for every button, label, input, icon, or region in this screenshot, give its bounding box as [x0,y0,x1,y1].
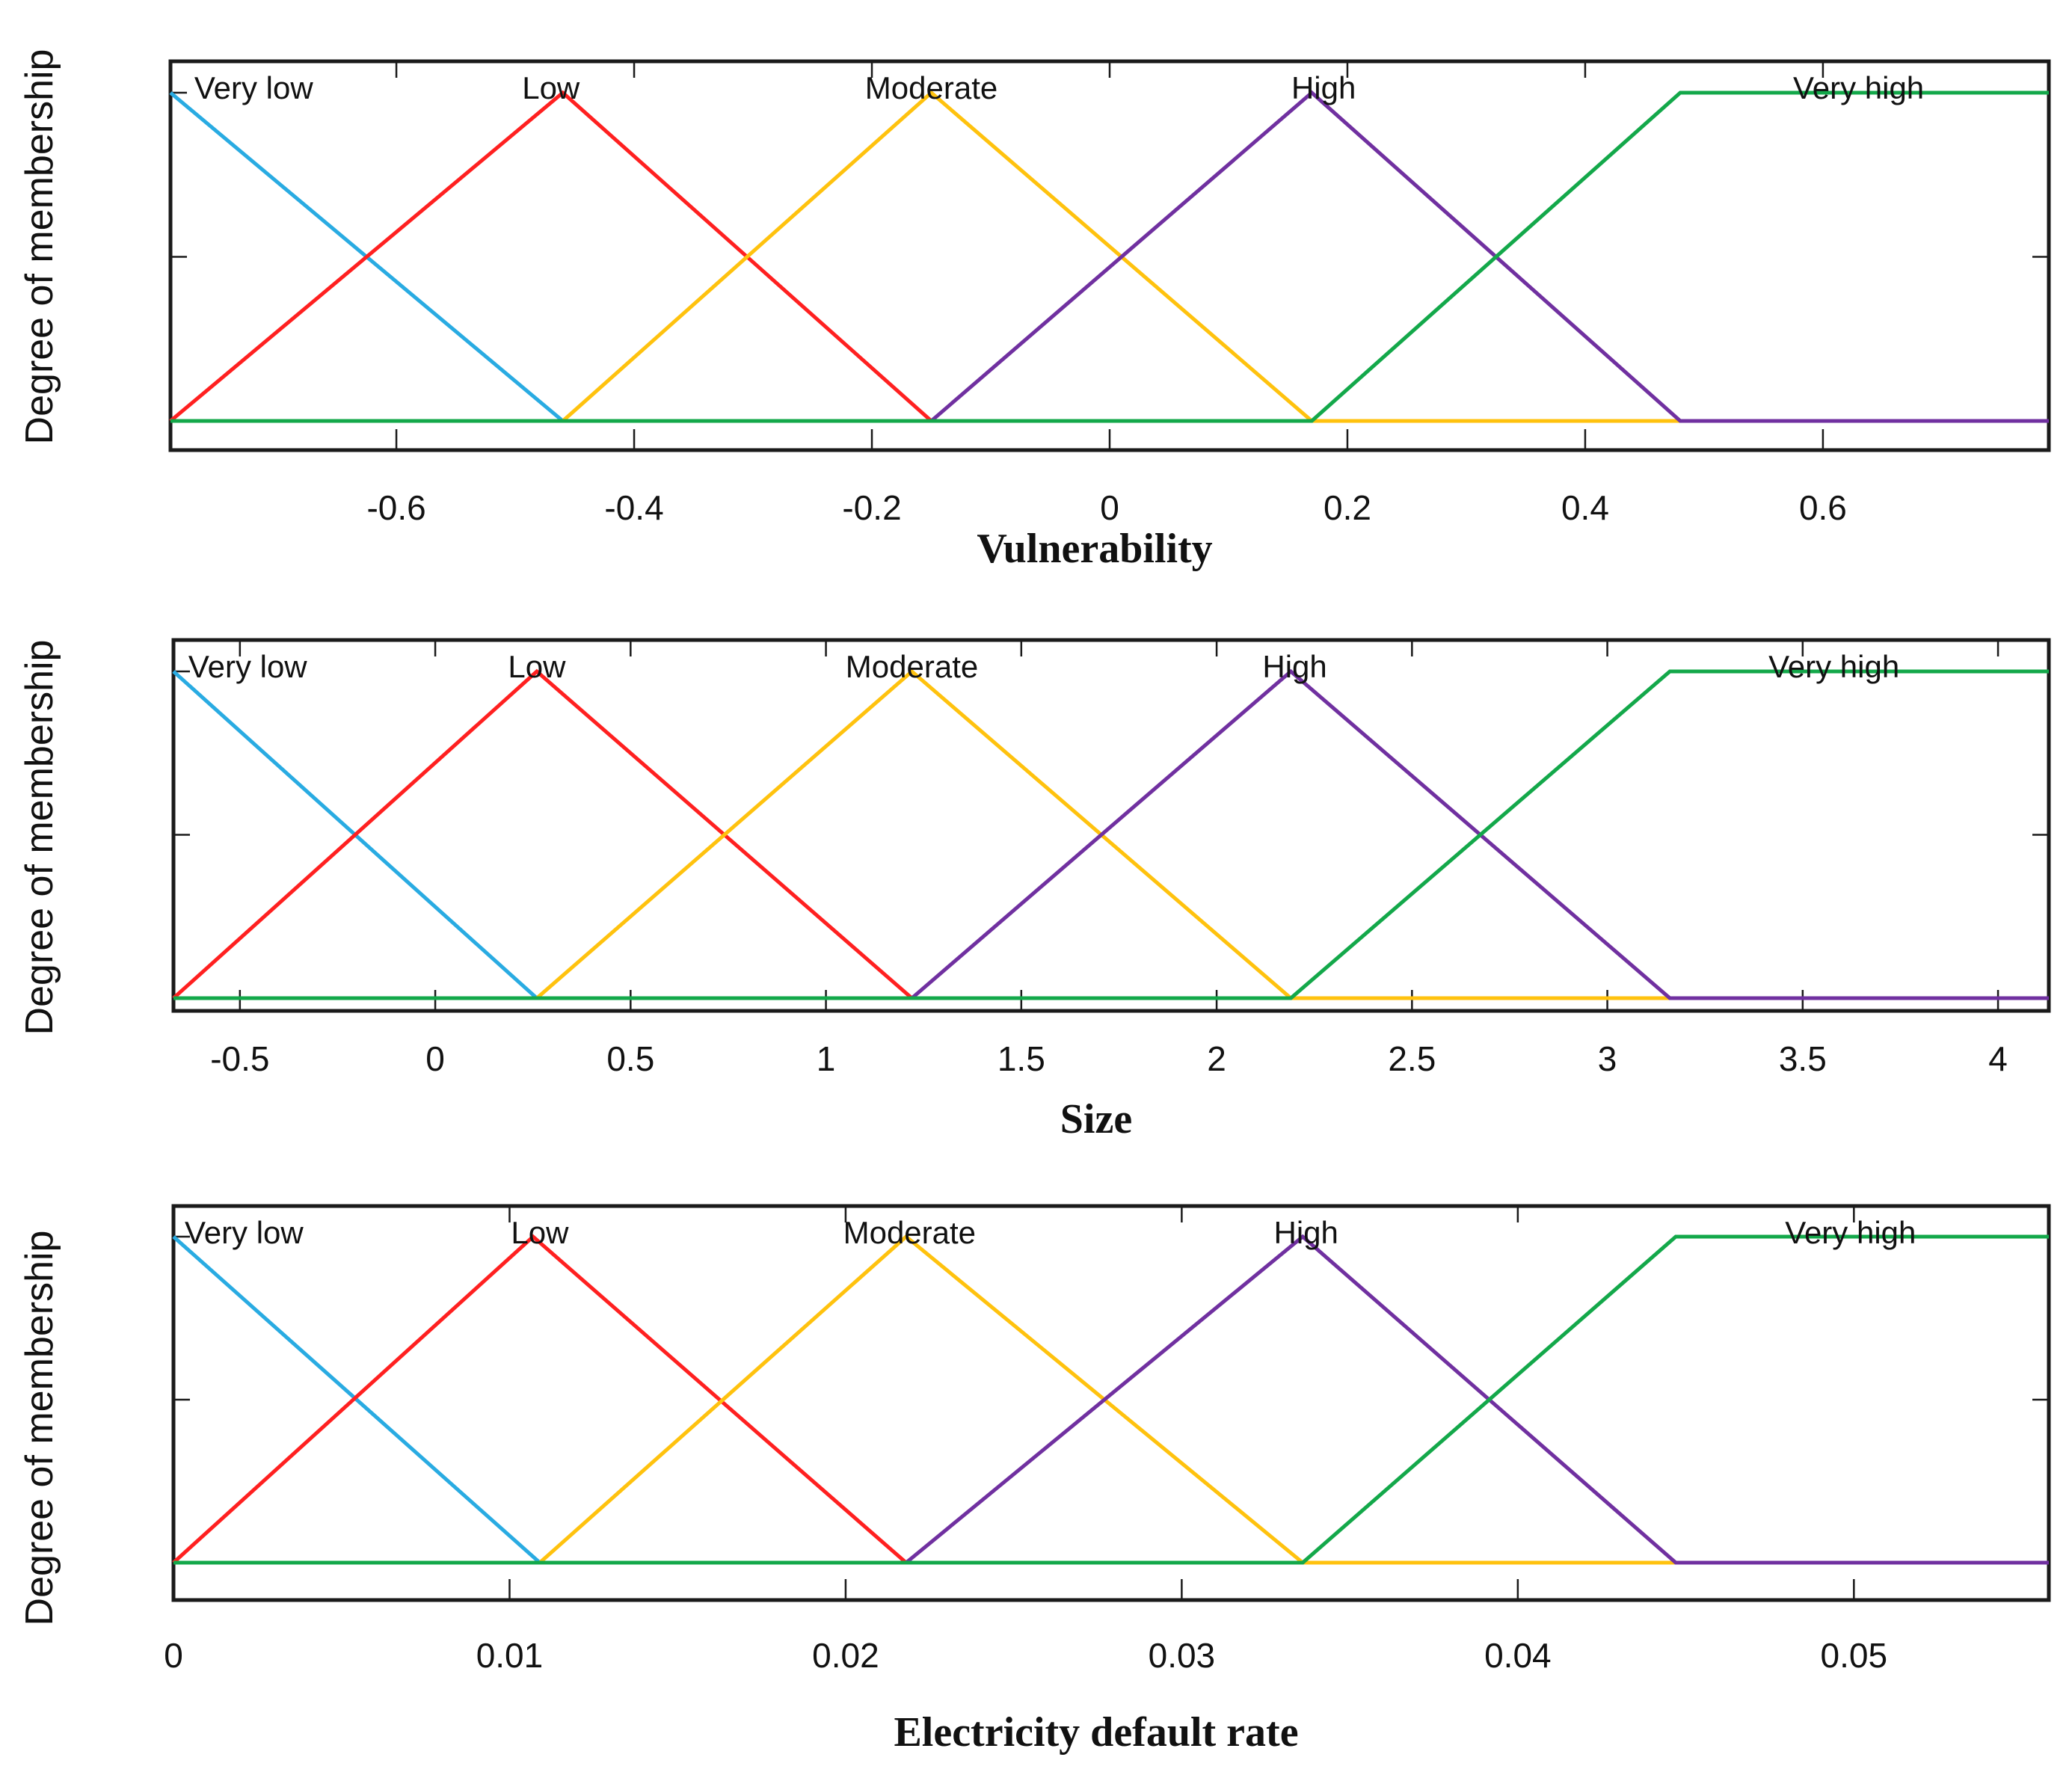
x-tick-label: -0.6 [366,488,425,527]
x-axis-label: Size [1060,1096,1132,1142]
x-tick-label: 1.5 [997,1039,1045,1078]
x-tick-label: -0.4 [604,488,663,527]
term-label-very-high: Very high [1793,70,1924,105]
plot-frame [168,59,2051,452]
plot-frame [171,638,2051,1013]
x-tick-label: 4 [1988,1039,2008,1078]
x-tick-label: 2 [1207,1039,1226,1078]
term-label-very-high: Very high [1768,649,1899,684]
size-panel: -0.5 0 0.5 1 1.5 2 2.5 3 3.5 4 Very low Low Moderate… [18,638,2051,1142]
mf-line-very-low [169,91,2049,423]
x-tick-label: 0 [425,1039,445,1078]
x-axis-label: Vulnerability [977,526,1212,572]
term-label-moderate: Moderate [843,1215,976,1250]
term-label-low: Low [508,649,566,684]
x-tick-label: 1 [817,1039,836,1078]
term-label-very-low: Very low [188,649,307,684]
y-axis-label: Degree of membership [18,1231,61,1626]
term-label-high: High [1262,649,1326,684]
mf-line-moderate [173,1234,2049,1565]
electricity-default-rate-panel: 0 0.01 0.02 0.03 0.04 0.05 Very low Low Moderate… [18,1204,2051,1756]
mf-line-very-high [173,669,2049,1000]
x-tick-label: 0.04 [1484,1636,1552,1675]
mf-line-very-low [172,670,2049,1000]
x-tick-label: -0.5 [210,1039,269,1078]
x-tick-label: 0.4 [1561,488,1609,527]
mf-line-very-high [170,90,2049,423]
x-tick-label: 3 [1598,1039,1617,1078]
x-tick-label: 0.2 [1324,488,1371,527]
y-axis-label: Degree of membership [18,49,61,445]
x-tick-label: -0.2 [842,488,901,527]
mf-line-low [169,90,2049,423]
x-tick-label: 3.5 [1779,1039,1827,1078]
term-label-very-low: Very low [185,1215,304,1250]
term-label-high: High [1291,70,1356,105]
x-tick-label: 0 [1100,488,1119,527]
x-tick-label: 0.6 [1799,488,1847,527]
term-label-high: High [1273,1215,1338,1250]
term-label-very-low: Very low [194,70,313,105]
mf-line-low [172,1234,2049,1565]
mf-line-high [170,90,2049,423]
x-axis-label: Electricity default rate [894,1709,1298,1756]
mf-line-high [173,1234,2049,1565]
x-tick-label: 0.05 [1821,1636,1888,1675]
term-label-moderate: Moderate [846,649,978,684]
term-label-moderate: Moderate [865,70,997,105]
y-axis-label: Degree of membership [18,640,61,1036]
term-label-low: Low [522,70,580,105]
x-tick-label: 2.5 [1388,1039,1436,1078]
x-tick-label: 0.03 [1149,1636,1216,1675]
x-tick-label: 0.5 [606,1039,654,1078]
mf-line-very-low [172,1235,2049,1565]
x-tick-label: 0.01 [476,1636,544,1675]
mf-line-high [173,668,2049,1000]
mf-line-moderate [173,668,2049,1000]
plot-frame [171,1204,2051,1602]
term-label-very-high: Very high [1785,1215,1916,1250]
mf-line-moderate [170,90,2049,423]
x-tick-label: 0 [164,1636,183,1675]
term-label-low: Low [511,1215,569,1250]
mf-line-very-high [173,1234,2049,1565]
x-tick-label: 0.02 [812,1636,879,1675]
mf-line-low [172,668,2049,1000]
vulnerability-panel: -0.6 -0.4 -0.2 0 0.2 0.4 0.6 Very low Low Moderat… [18,49,2051,572]
